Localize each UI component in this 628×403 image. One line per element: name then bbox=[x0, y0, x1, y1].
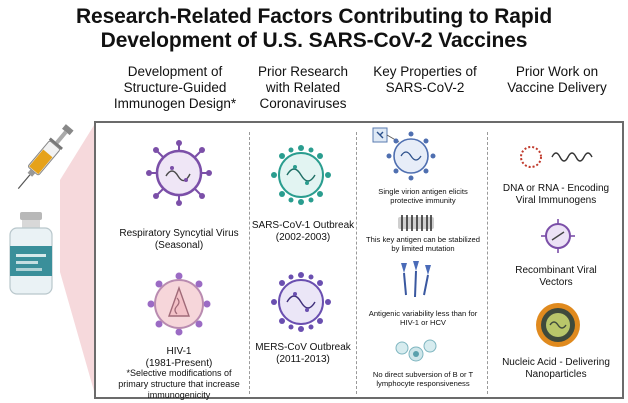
nanoparticle-label: Nucleic Acid - Delivering Nanoparticles bbox=[502, 357, 610, 380]
column-heading-vaccine-delivery: Prior Work on Vaccine Delivery bbox=[507, 64, 607, 95]
vaccine-vial-icon bbox=[9, 212, 53, 295]
stabilized-antigen-label: This key antigen can be stabilized by lim… bbox=[366, 235, 480, 253]
mers-cov-label: MERS-CoV Outbreak (2011-2013) bbox=[255, 342, 351, 365]
column-divider-2 bbox=[356, 132, 357, 394]
virion-antigen-label: Single virion antigen elicits protective … bbox=[378, 187, 468, 205]
mers-cov-virus-icon bbox=[271, 272, 331, 332]
lymphocyte-icon bbox=[395, 339, 437, 362]
viral-vector-label: Recombinant Viral Vectors bbox=[515, 265, 597, 288]
column-divider-3 bbox=[487, 132, 488, 394]
antigen-variants-label: Antigenic variability less than for HIV-1… bbox=[368, 309, 478, 327]
column-heading-prior-research: Prior Research with Related Coronaviruses bbox=[257, 64, 349, 111]
column-heading-key-properties: Key Properties of SARS-CoV-2 bbox=[373, 64, 477, 95]
footnote-selective-modifications: *Selective modifications of primary struc… bbox=[118, 368, 240, 400]
dna-rna-label: DNA or RNA - Encoding Viral Immunogens bbox=[502, 183, 610, 206]
virion-antigen-icon bbox=[372, 127, 436, 181]
hiv-label: HIV-1 (1981-Present) bbox=[145, 346, 213, 369]
figure-title-line-1: Research-Related Factors Contributing to… bbox=[75, 5, 553, 28]
nanoparticle-icon bbox=[536, 303, 580, 347]
column-heading-structure-guided: Development of Structure-Guided Immunogen … bbox=[113, 64, 237, 111]
syringe-icon bbox=[17, 124, 74, 190]
rsv-virus-icon bbox=[146, 140, 212, 206]
column-divider-1 bbox=[249, 132, 250, 394]
stabilized-antigen-icon bbox=[398, 215, 434, 231]
sars-cov-1-virus-icon bbox=[271, 145, 331, 205]
dna-rna-icon bbox=[520, 146, 593, 168]
figure-title-line-2: Development of U.S. SARS-CoV-2 Vaccines bbox=[100, 29, 528, 52]
sars-cov-1-label: SARS-CoV-1 Outbreak (2002-2003) bbox=[251, 220, 355, 243]
viral-vector-icon bbox=[541, 219, 575, 253]
antigen-variants-icon bbox=[401, 261, 431, 298]
hiv-virus-icon bbox=[147, 272, 211, 336]
rsv-label: Respiratory Syncytial Virus (Seasonal) bbox=[119, 228, 239, 251]
